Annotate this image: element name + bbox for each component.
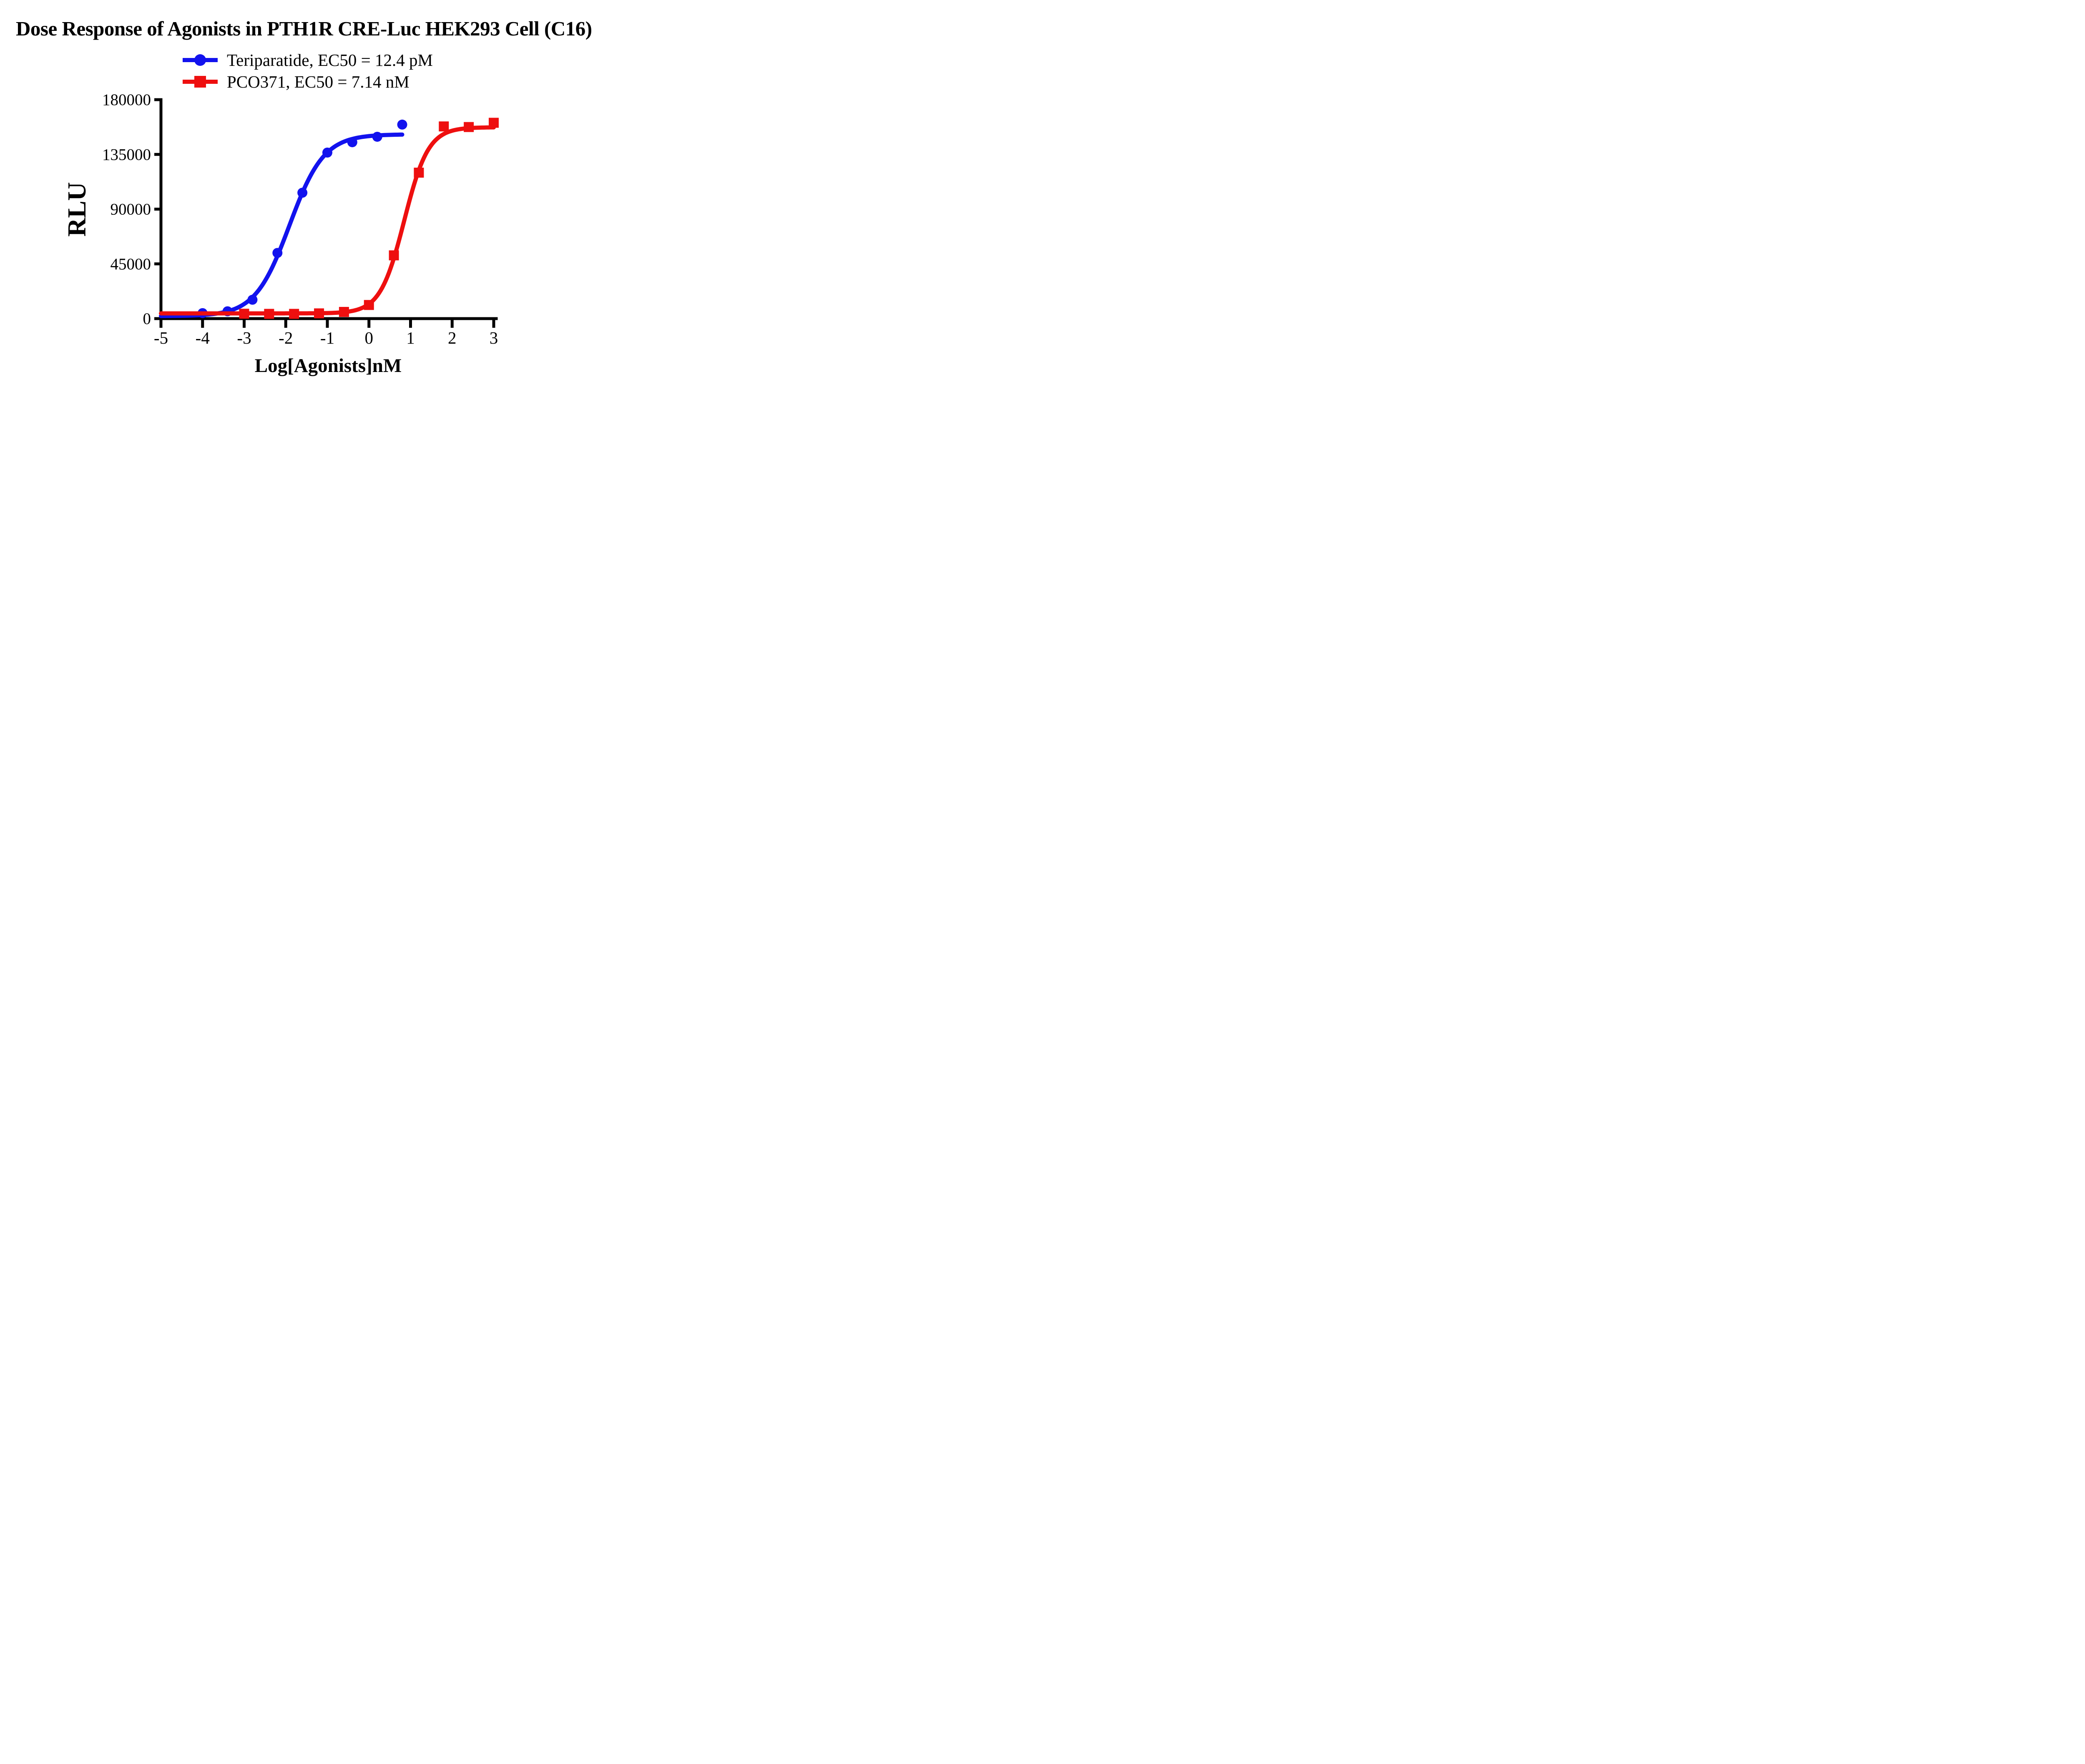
x-tick-label: 2 xyxy=(448,328,457,347)
axes: 0 45000 90000 135000 180000 -5 -4 -3 -2 -1 0 1 2 3 xyxy=(102,91,498,347)
data-point xyxy=(439,121,449,132)
dose-response-chart: Dose Response of Agonists in PTH1R CRE-L… xyxy=(0,0,651,392)
data-point xyxy=(339,307,349,317)
fit-curve-teriparatide xyxy=(159,132,404,318)
legend: Teriparatide, EC50 = 12.4 pM PCO371, EC5… xyxy=(182,49,433,93)
data-point xyxy=(372,131,382,142)
y-tick-label: 45000 xyxy=(111,255,151,273)
x-tick-label: -5 xyxy=(154,328,168,347)
x-tick-label: 3 xyxy=(490,328,498,347)
legend-label: Teriparatide, EC50 = 12.4 pM xyxy=(227,50,433,70)
data-point xyxy=(414,168,424,178)
legend-label: PCO371, EC50 = 7.14 nM xyxy=(227,72,409,91)
data-point xyxy=(464,122,474,132)
data-point xyxy=(247,294,258,305)
chart-title: Dose Response of Agonists in PTH1R CRE-L… xyxy=(16,17,592,40)
fit-curve-pco371 xyxy=(159,125,496,316)
pco371-square-marker-icon xyxy=(183,76,218,88)
data-point xyxy=(314,308,324,319)
y-tick-label: 180000 xyxy=(102,91,151,109)
data-point xyxy=(397,119,407,130)
plot-area: 0 45000 90000 135000 180000 -5 -4 -3 -2 -1 0 1 2 3 xyxy=(102,91,499,347)
data-point xyxy=(489,118,499,128)
x-tick-label: -1 xyxy=(320,328,334,347)
data-point xyxy=(364,300,374,310)
x-tick-label: -3 xyxy=(237,328,251,347)
data-point xyxy=(264,309,274,319)
y-tick-label: 135000 xyxy=(102,146,151,163)
x-tick-label: 0 xyxy=(365,328,374,347)
x-tick-label: -4 xyxy=(196,328,210,347)
teriparatide-circle-marker-icon xyxy=(183,54,218,66)
legend-item-teriparatide: Teriparatide, EC50 = 12.4 pM xyxy=(182,49,433,71)
data-point xyxy=(297,188,308,198)
legend-marker-square-icon xyxy=(194,76,206,88)
legend-item-pco371: PCO371, EC50 = 7.14 nM xyxy=(182,71,433,93)
data-point xyxy=(289,309,299,319)
series-pco371 xyxy=(159,118,499,319)
y-tick-label: 0 xyxy=(143,310,151,328)
series-teriparatide xyxy=(159,119,407,318)
legend-marker-circle-icon xyxy=(194,54,206,66)
y-tick-label: 90000 xyxy=(111,201,151,219)
x-axis-title: Log[Agonists]nM xyxy=(254,355,402,377)
data-point xyxy=(347,137,357,148)
data-point xyxy=(272,248,283,258)
data-point xyxy=(389,250,399,261)
x-tick-label: 1 xyxy=(406,328,415,347)
data-point xyxy=(322,147,332,158)
x-tick-label: -2 xyxy=(279,328,293,347)
y-axis-title: RLU xyxy=(63,182,91,237)
data-point xyxy=(239,309,249,319)
